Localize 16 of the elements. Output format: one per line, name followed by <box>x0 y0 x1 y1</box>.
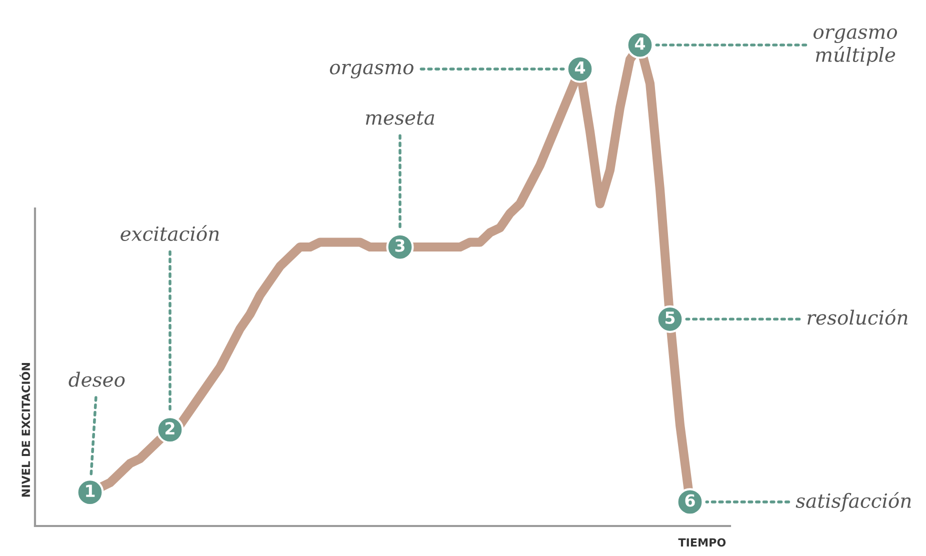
annotation: excitación <box>120 225 219 241</box>
annotation: 6 <box>685 494 695 507</box>
text: resolución <box>808 308 908 325</box>
annotation: 4 <box>574 62 586 74</box>
annotation: 2 <box>166 422 174 434</box>
annotation: orgasmo <box>330 64 414 78</box>
annotation: 4 <box>634 37 646 50</box>
annotation: deseo <box>68 372 125 387</box>
annotation: 3 <box>395 239 404 252</box>
y-axis-title: NIVEL DE EXCITACIÓN <box>20 362 30 497</box>
annotation: 5 <box>665 312 675 324</box>
x-axis-title: TIEMPO <box>678 538 726 547</box>
text: satisfacción <box>796 492 911 512</box>
text: orgasmo múltiple <box>814 28 898 66</box>
annotation: meseta <box>366 111 434 125</box>
annotation: 1 <box>86 484 95 497</box>
